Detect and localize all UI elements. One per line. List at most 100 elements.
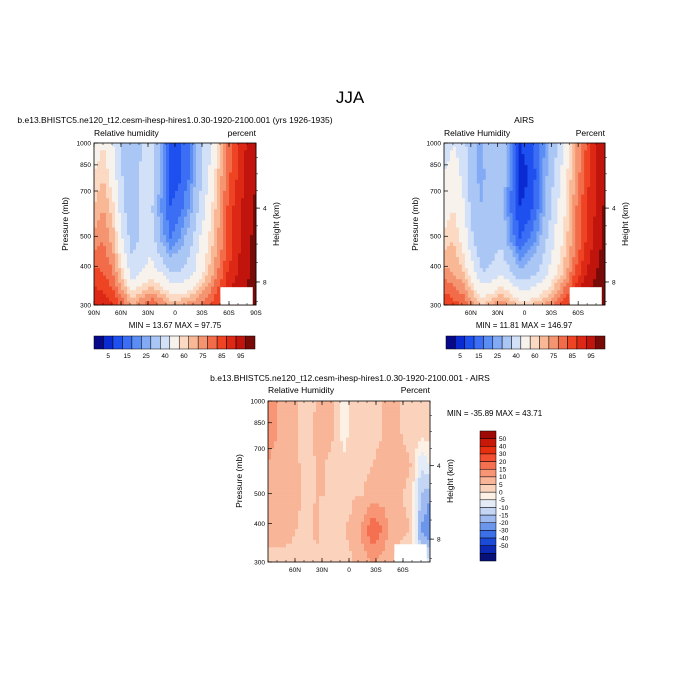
heat-cell	[148, 249, 152, 254]
heat-cell	[452, 168, 457, 173]
colorbar-swatch	[169, 335, 180, 350]
heat-cell	[97, 190, 101, 195]
heat-cell	[590, 168, 594, 173]
heat-cell	[190, 143, 194, 148]
heat-cell	[551, 249, 555, 254]
heat-cell	[229, 157, 233, 162]
heat-cell	[482, 290, 487, 295]
heat-cell	[536, 146, 540, 151]
heat-cell	[494, 253, 499, 258]
heat-cell	[250, 238, 254, 243]
heat-cell	[124, 260, 128, 265]
heat-cell	[536, 150, 540, 155]
heat-cell	[136, 165, 140, 170]
heat-cell	[202, 165, 206, 170]
heat-cell	[115, 238, 119, 243]
heat-cell	[109, 190, 113, 195]
heat-cell	[524, 146, 528, 151]
heat-cell	[136, 268, 140, 273]
heat-cell	[103, 293, 107, 299]
heat-cell	[106, 220, 110, 225]
heat-cell	[533, 268, 537, 273]
heat-cell	[569, 242, 573, 247]
heat-cell	[121, 253, 125, 258]
heat-cell	[115, 246, 119, 251]
heat-cell	[145, 268, 149, 273]
heat-cell	[175, 165, 179, 170]
colorbar-swatch	[103, 335, 114, 350]
heat-cell	[187, 282, 191, 287]
heat-cell	[587, 150, 591, 155]
heat-cell	[112, 293, 116, 299]
heat-cell	[473, 253, 478, 258]
heat-cell	[557, 268, 561, 273]
heat-cell	[575, 253, 579, 258]
heat-cell	[461, 172, 466, 177]
heat-cell	[446, 143, 451, 148]
heat-cell	[199, 249, 203, 254]
heat-cell	[226, 143, 230, 148]
heat-cell	[512, 154, 516, 159]
heat-cell	[118, 194, 122, 199]
heat-cell	[151, 224, 155, 229]
heat-cell	[196, 176, 200, 181]
heat-cell	[491, 157, 496, 162]
heat-cell	[581, 268, 585, 273]
heat-cell	[503, 154, 508, 159]
heat-cell	[172, 198, 176, 203]
heat-cell	[100, 187, 104, 192]
heat-cell	[497, 238, 502, 243]
missing-data-patch	[220, 287, 253, 305]
heat-cell	[139, 275, 143, 280]
heat-cell	[476, 238, 481, 243]
heat-cell	[208, 268, 212, 273]
heat-cell	[506, 150, 510, 155]
heat-cell	[124, 216, 128, 221]
heat-cell	[476, 253, 481, 258]
heat-cell	[548, 209, 552, 214]
heat-cell	[121, 231, 125, 236]
heat-cell	[461, 257, 466, 262]
heat-cell	[121, 198, 125, 203]
heat-cell	[566, 150, 570, 155]
heat-cell	[235, 161, 239, 166]
heat-cell	[241, 172, 245, 177]
heat-cell	[148, 260, 152, 265]
heat-cell	[602, 242, 606, 247]
heat-cell	[488, 282, 493, 287]
heat-cell	[196, 297, 200, 302]
heat-cell	[575, 257, 579, 262]
heat-cell	[151, 238, 155, 243]
heat-cell	[452, 154, 457, 159]
heat-cell	[190, 268, 194, 273]
heat-cell	[584, 253, 588, 258]
heat-cell	[536, 183, 540, 188]
heat-cell	[130, 168, 134, 173]
heat-cell	[461, 154, 466, 159]
heat-cell	[232, 209, 236, 214]
heat-cell	[187, 257, 191, 262]
heat-cell	[211, 179, 215, 184]
heat-cell	[539, 257, 543, 262]
heat-cell	[190, 165, 194, 170]
heat-cell	[536, 168, 540, 173]
heat-cell	[157, 293, 161, 299]
heat-cell	[494, 301, 499, 306]
heat-cell	[536, 157, 540, 162]
heat-cell	[476, 201, 481, 206]
heat-cell	[539, 216, 543, 221]
heat-cell	[593, 275, 597, 280]
heat-cell	[500, 253, 505, 258]
heat-cell	[449, 293, 454, 299]
heat-cell	[112, 179, 116, 184]
heat-cell	[488, 301, 493, 306]
heat-cell	[518, 143, 522, 148]
heat-cell	[530, 143, 534, 148]
heat-cell	[214, 242, 218, 247]
heat-cell	[130, 286, 134, 291]
heat-cell	[97, 168, 101, 173]
heat-cell	[506, 187, 510, 192]
heat-cell	[145, 157, 149, 162]
heat-cell	[160, 205, 164, 210]
heat-cell	[160, 157, 164, 162]
